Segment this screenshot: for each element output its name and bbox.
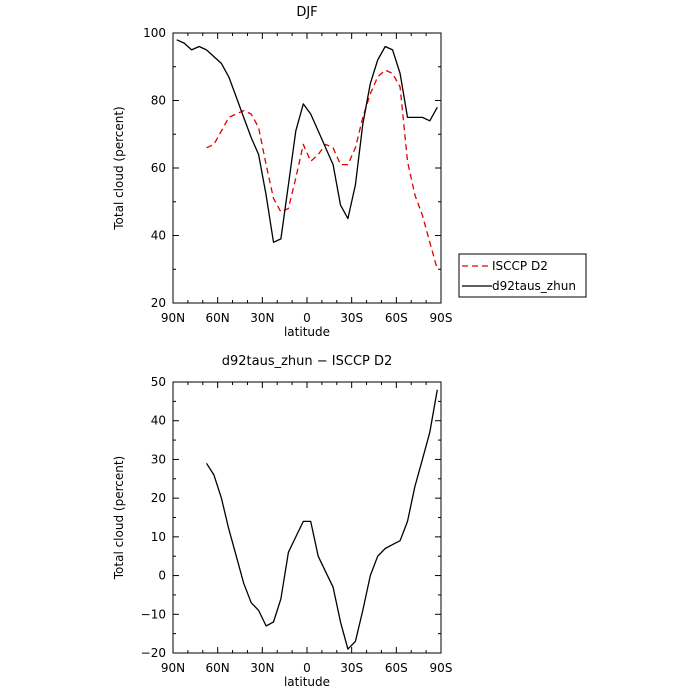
y-tick-label: 20 — [151, 296, 166, 310]
y-tick-label: −10 — [141, 607, 166, 621]
series-line-1 — [205, 389, 438, 650]
x-tick-label: 60S — [385, 311, 408, 325]
y-axis-label: Total cloud (percent) — [112, 106, 126, 230]
chart-title: d92taus_zhun − ISCCP D2 — [222, 354, 393, 369]
legend-box — [458, 253, 587, 298]
series-line-isccp-d2 — [206, 69, 438, 270]
y-tick-label: 40 — [151, 229, 166, 243]
y-tick-label: 0 — [158, 569, 166, 583]
x-tick-label: 30N — [250, 311, 274, 325]
x-tick-label: 0 — [303, 661, 311, 675]
x-tick-label: 30N — [250, 661, 274, 675]
plot-frame — [172, 381, 442, 654]
x-tick-label: 90S — [430, 311, 453, 325]
x-tick-label: 30S — [340, 311, 363, 325]
y-tick-label: 60 — [151, 161, 166, 175]
x-axis-label: latitude — [284, 675, 330, 689]
y-tick-label: 50 — [151, 375, 166, 389]
x-tick-label: 60N — [206, 661, 230, 675]
plot-frame — [172, 32, 442, 304]
x-tick-label: 60N — [206, 311, 230, 325]
y-tick-label: 100 — [143, 26, 166, 40]
legend-label: ISCCP D2 — [492, 259, 548, 273]
series-line-d92taus-zhun — [176, 39, 438, 243]
x-tick-label: 90S — [430, 661, 453, 675]
x-tick-label: 0 — [303, 311, 311, 325]
legend-label: d92taus_zhun — [492, 279, 576, 293]
y-tick-label: 30 — [151, 452, 166, 466]
y-tick-label: 10 — [151, 530, 166, 544]
x-tick-label: 90N — [161, 661, 185, 675]
y-tick-label: 20 — [151, 491, 166, 505]
chart-panel-2: 90N 60N 30N 0 30S 60S 90S −20 −10 0 10 20 30 40 50 d92t… — [112, 354, 452, 689]
y-tick-label: −20 — [141, 646, 166, 660]
y-tick-label: 80 — [151, 94, 166, 108]
x-tick-label: 30S — [340, 661, 363, 675]
legend: ISCCP D2 d92taus_zhun — [458, 253, 587, 298]
y-tick-label: 40 — [151, 414, 166, 428]
x-tick-label: 90N — [161, 311, 185, 325]
x-axis-label: latitude — [284, 325, 330, 339]
y-axis-label: Total cloud (percent) — [112, 456, 126, 580]
x-tick-label: 60S — [385, 661, 408, 675]
chart-panel-1: 90N 60N 30N 0 30S 60S 90S 20 40 60 80 100 DJF latitud… — [112, 5, 587, 339]
chart-title: DJF — [296, 5, 317, 20]
